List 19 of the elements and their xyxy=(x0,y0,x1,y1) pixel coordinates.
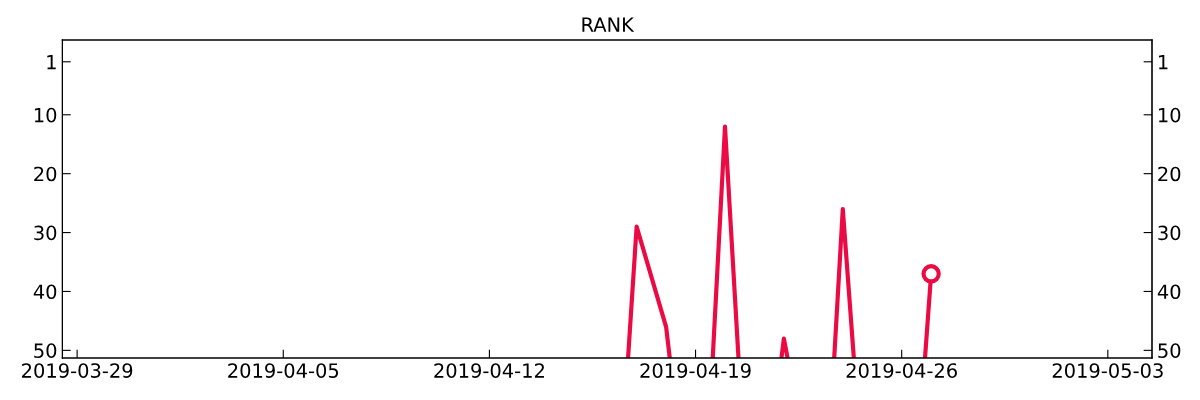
y-tick-label: 40 xyxy=(33,284,57,300)
y2-tick-label: 50 xyxy=(1158,343,1181,359)
y-tick-label: 1 xyxy=(47,55,56,70)
x-tick-label: 2019-04-12 xyxy=(434,363,544,378)
y2-tick-label: 10 xyxy=(1159,107,1181,123)
x-tick-label: 2019-04-19 xyxy=(640,363,751,378)
x-tick-label: 2019-05-03 xyxy=(1052,363,1163,378)
y2-tick-label: 30 xyxy=(1158,225,1181,241)
y-tick-label: 20 xyxy=(34,166,57,182)
y-tick-label: 30 xyxy=(34,225,57,241)
y2-tick-label: 40 xyxy=(1157,284,1181,300)
x-tick-label: 2019-03-29 xyxy=(22,363,133,378)
chart-title: RANK xyxy=(582,17,635,32)
x-tick-label: 2019-04-26 xyxy=(846,363,957,378)
y2-tick-label: 1 xyxy=(1159,55,1168,70)
x-tick-label: 2019-04-05 xyxy=(228,363,339,378)
y-tick-label: 10 xyxy=(34,107,57,123)
y2-tick-label: 20 xyxy=(1158,166,1181,182)
y-tick-label: 50 xyxy=(34,343,57,359)
